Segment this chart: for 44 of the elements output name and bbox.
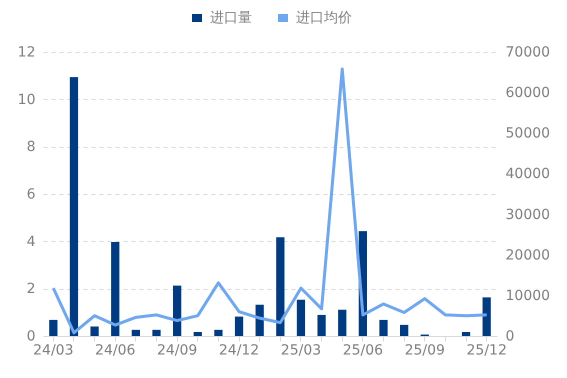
bar: [400, 324, 408, 336]
y2-tick-label: 20000: [506, 247, 550, 264]
bar: [482, 297, 491, 336]
y2-tick-label: 50000: [506, 126, 550, 142]
y-tick-label: 10: [18, 92, 36, 108]
bar: [234, 316, 244, 336]
bar: [194, 332, 202, 336]
y2-tick-label: 0: [506, 328, 514, 344]
y-tick-label: 0: [26, 328, 36, 344]
y-tick-label: 8: [26, 139, 36, 156]
y-tick-label: 2: [26, 281, 36, 298]
x-tick-label: 25/12: [466, 342, 507, 358]
line-series: [52, 68, 488, 334]
bar: [111, 242, 120, 336]
bar: [152, 330, 161, 336]
bar: [49, 320, 58, 336]
bar: [276, 237, 284, 336]
y2-tick-label: 30000: [506, 206, 550, 223]
bar: [379, 320, 388, 336]
x-tick-label: 24/12: [218, 342, 260, 358]
y-tick-label: 6: [26, 186, 36, 202]
x-tick-label: 25/09: [404, 342, 445, 358]
bar: [214, 330, 223, 336]
bar: [90, 326, 99, 336]
y2-tick-label: 40000: [506, 166, 550, 182]
x-tick-label: 25/06: [342, 342, 384, 358]
y-tick-label: 12: [18, 44, 36, 60]
y-tick-label: 4: [26, 234, 36, 250]
bar: [296, 300, 306, 336]
bar: [132, 330, 140, 336]
x-tick-label: 24/06: [95, 342, 136, 358]
y2-tick-label: 60000: [506, 85, 550, 102]
bar: [462, 332, 470, 336]
y2-tick-label: 70000: [506, 44, 550, 60]
x-tick-label: 25/03: [280, 342, 322, 358]
bar: [70, 77, 78, 336]
x-tick-label: 24/09: [156, 342, 198, 358]
bar: [173, 286, 182, 336]
legend-label: 进口量: [210, 10, 252, 26]
y2-tick-label: 10000: [506, 288, 550, 304]
bar: [317, 314, 326, 336]
bar: [338, 310, 346, 336]
legend-label: 进口均价: [296, 10, 352, 26]
x-tick-label: 24/03: [33, 342, 74, 358]
